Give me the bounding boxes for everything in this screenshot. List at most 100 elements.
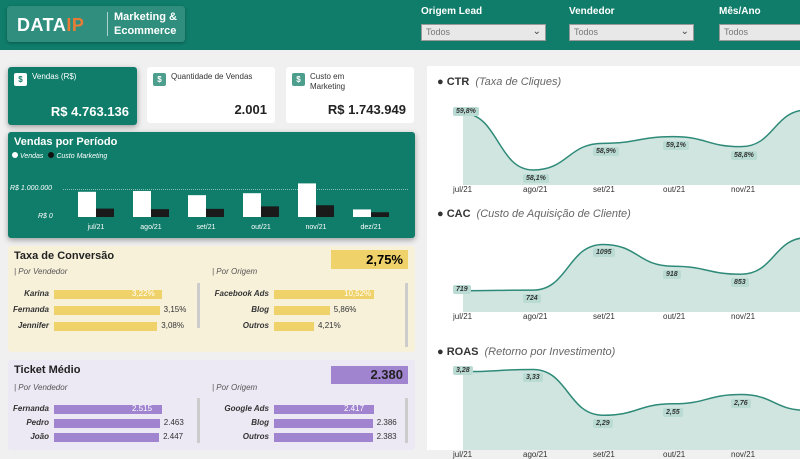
vendedor-select[interactable]: Todos ⌄ — [569, 24, 694, 41]
x-tick: out/21 — [251, 224, 271, 231]
x-tick: set/21 — [593, 185, 615, 194]
ticket-total: 2.380 — [331, 366, 408, 384]
bar-row[interactable]: João 2.447 — [30, 432, 183, 442]
legend-swatch-custo — [48, 152, 55, 158]
dollar-icon: $ — [292, 73, 305, 86]
kpi-value: 2.001 — [234, 102, 267, 117]
bar-label: Fernanda — [12, 404, 49, 413]
y-tick: R$ 1.000.000 — [10, 185, 53, 192]
logo: DATAIP — [17, 15, 85, 35]
dollar-icon: $ — [153, 73, 166, 86]
legend-label: Custo Marketing — [56, 153, 108, 160]
data-label: 853 — [731, 278, 749, 288]
vendas-por-periodo-card[interactable]: Vendas por Período Vendas Custo Marketin… — [8, 132, 415, 238]
bar-vendas[interactable] — [243, 193, 261, 217]
scrollbar[interactable] — [197, 398, 200, 443]
x-tick: nov/21 — [731, 185, 756, 194]
scrollbar[interactable] — [405, 283, 408, 347]
kpi-vendas[interactable]: $ Vendas (R$) R$ 4.763.136 — [8, 67, 137, 125]
x-tick: set/21 — [196, 224, 215, 231]
bar-row[interactable]: Fernanda 2.515 — [13, 404, 162, 414]
bar-fill — [54, 290, 162, 299]
data-label: 3,33 — [523, 373, 543, 383]
kpi-quantidade-vendas[interactable]: $ Quantidade de Vendas 2.001 — [147, 67, 275, 123]
taxa-conversao-card[interactable]: Taxa de Conversão 2,75% | Por Vendedor |… — [8, 246, 415, 352]
bar-custo-marketing[interactable] — [371, 212, 389, 217]
bar-label: Blog — [251, 305, 269, 314]
bar-row[interactable]: Blog 5,86% — [251, 305, 374, 315]
data-label: 58,1% — [523, 174, 549, 183]
kpi-value: R$ 4.763.136 — [50, 104, 129, 119]
bar-vendas[interactable] — [353, 209, 371, 217]
bar-vendas[interactable] — [298, 183, 316, 217]
logo-box: DATAIP Marketing & Ecommerce — [7, 6, 185, 42]
data-label: 1095 — [593, 248, 615, 258]
bar-custo-marketing[interactable] — [151, 209, 169, 217]
bar-row[interactable]: Outros 4,21% — [243, 321, 374, 331]
chart-legend: Vendas Custo Marketing — [12, 152, 107, 160]
series-line — [462, 109, 800, 171]
bar-fill — [274, 405, 374, 414]
top-bar: DATAIP Marketing & Ecommerce Origem Lead… — [0, 0, 800, 50]
sub-label: | Por Origem — [212, 383, 258, 392]
bar-custo-marketing[interactable] — [206, 208, 224, 217]
x-tick: nov/21 — [731, 312, 756, 321]
bar-value: 3,08% — [161, 321, 184, 330]
scrollbar[interactable] — [197, 283, 200, 328]
bar-value: 2.515 — [132, 404, 153, 413]
bar-vendas[interactable] — [188, 195, 206, 217]
bar-label: Google Ads — [224, 404, 269, 413]
bar-custo-marketing[interactable] — [261, 206, 279, 217]
bar-row[interactable]: Blog 2.386 — [251, 418, 397, 428]
cac-title: ● CAC (Custo de Aquisição de Cliente) — [437, 208, 631, 220]
data-label: 724 — [523, 294, 541, 304]
filter-label: Vendedor — [569, 6, 615, 17]
bar-label: Fernanda — [12, 305, 49, 314]
series-line — [462, 237, 800, 292]
bar-value: 2.463 — [163, 418, 184, 427]
section-title: Vendas por Período — [14, 136, 118, 148]
bar-row[interactable]: Fernanda 3,15% — [13, 305, 186, 315]
bar-row[interactable]: Karina 3,22% — [24, 289, 162, 299]
x-tick: ago/21 — [523, 450, 548, 459]
bar-custo-marketing[interactable] — [96, 208, 114, 217]
y-tick: R$ 0 — [38, 213, 53, 220]
bar-row[interactable]: Outros 2.383 — [243, 432, 397, 442]
bar-vendas[interactable] — [78, 191, 96, 217]
mes-ano-select[interactable]: Todos — [719, 24, 800, 41]
data-label: 59,1% — [663, 140, 689, 150]
x-tick: nov/21 — [731, 450, 756, 459]
bar-custo-marketing[interactable] — [316, 205, 334, 217]
bar-row[interactable]: Pedro 2.463 — [26, 418, 184, 428]
chevron-down-icon: ⌄ — [532, 26, 541, 37]
ticket-medio-card[interactable]: Ticket Médio 2.380 | Por Vendedor | Por … — [8, 360, 415, 450]
origem-lead-select[interactable]: Todos ⌄ — [421, 24, 546, 41]
x-tick: ago/21 — [523, 312, 548, 321]
area-fill — [463, 110, 800, 185]
bar-row[interactable]: Google Ads 2.417 — [224, 404, 374, 414]
vendas-bar-chart: jul/21 ago/21 set/21 out/21 nov/21 dez/21 — [78, 183, 389, 231]
bar-value: 4,21% — [318, 321, 341, 330]
gridline — [63, 189, 408, 190]
sub-label: | Por Origem — [212, 267, 258, 276]
kpi-label: Custo em Marketing — [310, 72, 346, 91]
kpi-custo-marketing[interactable]: $ Custo em Marketing R$ 1.743.949 — [286, 67, 414, 123]
kpi-label: Quantidade de Vendas — [171, 72, 253, 81]
bar-value: 2.383 — [376, 432, 397, 441]
bar-label: Facebook Ads — [214, 289, 269, 298]
metrics-panel: ● CTR (Taxa de Cliques) ● CAC (Custo de Aq… — [427, 66, 800, 459]
bar-vendas[interactable] — [133, 190, 151, 217]
data-label: 3,28 — [453, 365, 473, 375]
bar-label: Outros — [242, 321, 269, 330]
conversao-total: 2,75% — [331, 250, 408, 269]
x-tick: out/21 — [663, 312, 686, 321]
filter-label: Origem Lead — [421, 6, 483, 17]
data-label: 2,29 — [593, 419, 613, 429]
bar-label: Blog — [251, 418, 269, 427]
legend-label: Vendas — [19, 153, 44, 160]
bar-row[interactable]: Facebook Ads 10,52% — [215, 289, 374, 299]
filter-vendedor: Vendedor Todos ⌄ — [569, 6, 694, 41]
bar-label: Jennifer — [17, 321, 49, 330]
scrollbar[interactable] — [405, 398, 408, 443]
bar-row[interactable]: Jennifer 3,08% — [18, 321, 184, 331]
